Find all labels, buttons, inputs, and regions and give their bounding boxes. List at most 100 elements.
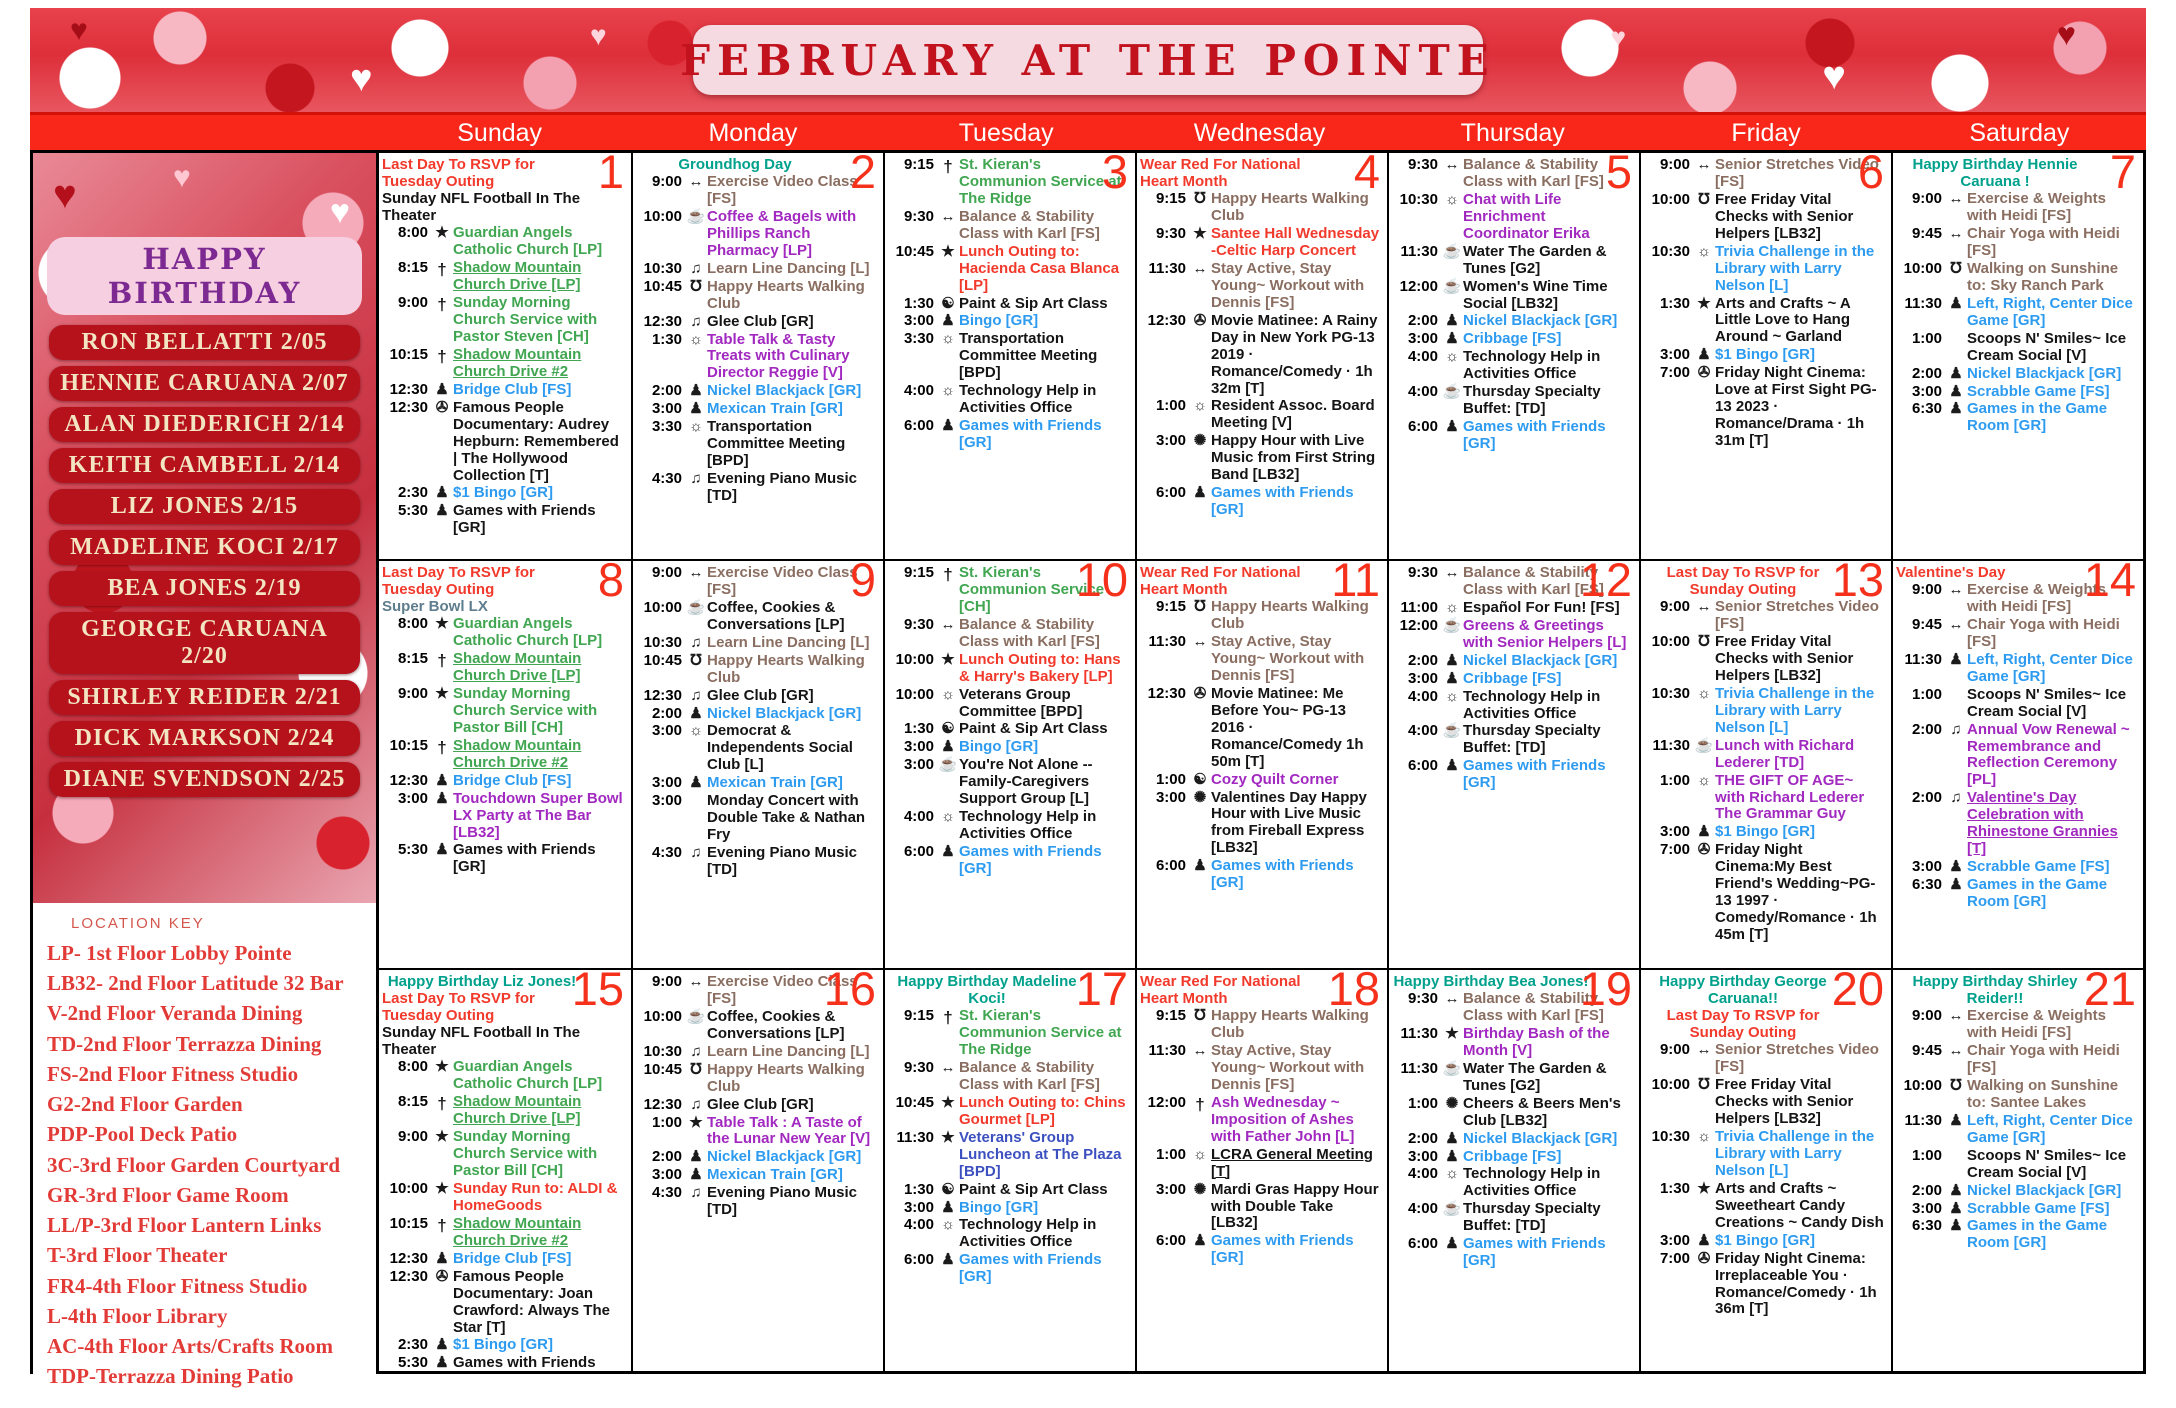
event-time: 5:30 [397, 841, 428, 859]
event-row: 2:00 ♟ Nickel Blackjack [GR] [1896, 1182, 2138, 1200]
event-title: Technology Help in Activities Office [959, 1216, 1097, 1251]
day-banner: Wear Red For National Heart Month [1140, 564, 1301, 599]
event-title: Bridge Club [FS] [453, 771, 572, 789]
day-header-tuesday: Tuesday [958, 119, 1054, 147]
heart-icon [70, 14, 88, 48]
event-time: 3:00 [651, 1166, 682, 1184]
event-title: Famous People Documentary: Joan Crawford… [453, 1267, 610, 1336]
event-row: 4:00 ☼ Technology Help in Activities Offic… [1392, 688, 1634, 723]
event-title: Left, Right, Center Dice Game [GR] [1967, 294, 2133, 329]
heart-icon [330, 193, 350, 232]
event-time: 3:00 [1407, 1147, 1438, 1165]
location-key-item: L-4th Floor Library [47, 1303, 228, 1328]
event-row: 7:00 ✇ Friday Night Cinema:My Best Friend'… [1644, 841, 1886, 944]
event-title: $1 Bingo [GR] [1715, 346, 1815, 364]
event-row: 11:30 ↔ Stay Active, Stay Young~ Workout w… [1140, 260, 1382, 312]
dumbbell-icon: ↔ [940, 615, 956, 633]
event-time: 1:30 [1659, 294, 1690, 312]
birthday-name: MADELINE KOCI 2/17 [49, 530, 360, 565]
art-palette-icon: ☯ [1193, 770, 1207, 788]
event-time: 8:00 [397, 224, 428, 242]
day-banner: Wear Red For National Heart Month [1140, 973, 1301, 1008]
event-row: 3:00 Monday Concert with Double Take & Na… [636, 792, 878, 844]
event-title: Balance & Stability Class with Karl [FS] [1463, 564, 1604, 598]
heart-icon [350, 58, 373, 101]
event-title: Exercise Video Class [FS] [707, 973, 858, 1007]
event-title: Chair Yoga with Heidi [FS] [1967, 225, 2120, 259]
event-time: 6:30 [1911, 1217, 1942, 1235]
event-row: 9:00 ↔ Senior Stretches Video [FS] [1644, 598, 1886, 633]
event-row: 9:15 † St. Kieran's Communion Service at T… [888, 156, 1130, 208]
event-row: 1:00 ★ Table Talk : A Taste of the Lunar N… [636, 1114, 878, 1149]
dumbbell-icon: ↔ [688, 973, 704, 990]
day-cell-9: 9 9:00 ↔ Exercise Video Class [FS] 10:00 ☕ Cof… [631, 559, 883, 968]
day-cell-10: 10 9:15 † St. Kieran's Communion Service [C… [883, 559, 1135, 968]
puzzle-piece-icon: ♟ [1697, 346, 1711, 364]
event-title: Games with Friends [GR] [453, 841, 596, 876]
event-row: 6:00 ♟ Games with Friends [GR] [1392, 1235, 1634, 1270]
event-time: 10:00 [643, 1007, 682, 1025]
event-title: Annual Vow Renewal ~ Remembrance and Ref… [1967, 720, 2130, 789]
event-row: 6:30 ♟ Games in the Game Room [GR] [1896, 876, 2138, 911]
event-title: $1 Bingo [GR] [453, 484, 553, 502]
event-title: Happy Hearts Walking Club [707, 651, 865, 686]
location-key-item: T-3rd Floor Theater [47, 1243, 228, 1268]
stethoscope-icon: ℧ [1698, 1076, 1710, 1094]
cross-icon: † [437, 260, 447, 280]
event-title: Famous People Documentary: Audrey Hepbur… [453, 398, 619, 484]
event-title: Shadow Mountain Church Drive [LP] [453, 1093, 582, 1128]
event-title: Trivia Challenge in the Library with Lar… [1715, 242, 1875, 294]
calendar-grid: 1 Last Day To RSVP for Tuesday Outing Sund… [379, 153, 2143, 1371]
event-title: Balance & Stability Class with Karl [FS] [1463, 156, 1604, 190]
event-time: 9:45 [1911, 1042, 1942, 1060]
star-icon: ★ [941, 1128, 955, 1146]
puzzle-piece-icon: ♟ [1697, 1231, 1711, 1249]
day-number: 15 [571, 968, 624, 1015]
star-icon: ★ [941, 242, 955, 260]
music-note-icon: ♫ [690, 1042, 702, 1060]
event-time: 9:00 [651, 564, 682, 581]
event-row: 4:00 ☕ Thursday Specialty Buffet: [TD] [1392, 1200, 1634, 1235]
event-time: 5:30 [397, 502, 428, 520]
weekday-header-spacer [30, 115, 373, 153]
puzzle-piece-icon: ♟ [1445, 757, 1459, 775]
event-row: 5:30 ♟Games with Friends [GR] [382, 1354, 626, 1371]
event-title: Shadow Mountain Church Drive [LP] [453, 650, 582, 685]
lightbulb-icon: ☼ [1697, 242, 1711, 260]
lightbulb-icon: ☼ [941, 382, 955, 400]
event-title: Thursday Specialty Buffet: [TD] [1463, 1200, 1601, 1235]
event-time: 3:00 [651, 722, 682, 740]
event-time: 9:30 [1407, 990, 1438, 1008]
event-time: 10:00 [895, 685, 934, 703]
event-title: Happy Hour with Live Music from First St… [1211, 432, 1376, 484]
event-row: 12:30 ✇ Movie Matinee: Me Before You~ PG-1… [1140, 685, 1382, 771]
event-title: Learn Line Dancing [L] [707, 633, 870, 651]
event-row: 12:30 ♟ Bridge Club [FS] [382, 381, 626, 399]
art-palette-icon: ☯ [941, 1180, 955, 1198]
stethoscope-icon: ℧ [1950, 1076, 1962, 1094]
dumbbell-icon: ↔ [1948, 1007, 1964, 1025]
event-title: $1 Bingo [GR] [453, 1336, 553, 1354]
puzzle-piece-icon: ♟ [689, 1166, 703, 1184]
day-banner: Last Day To RSVP for Tuesday Outing [382, 990, 535, 1025]
event-time: 10:45 [643, 277, 682, 295]
coffee-cup-icon: ☕ [1694, 736, 1714, 754]
birthday-name: KEITH CAMBELL 2/14 [49, 448, 360, 483]
stethoscope-icon: ℧ [1950, 259, 1962, 277]
puzzle-piece-icon: ♟ [689, 1148, 703, 1166]
event-row: 3:00 ♟ Scrabble Game [FS] [1896, 1200, 2138, 1218]
event-time: 9:30 [1407, 564, 1438, 581]
event-row: 3:00 ♟ Cribbage [FS] [1392, 1147, 1634, 1166]
event-row: 3:00 ♟ $1 Bingo [GR] [1644, 823, 1886, 841]
event-row: 10:15 † Shadow Mountain Church Drive #2 [382, 346, 626, 381]
location-key-item: AC-4th Floor Arts/Crafts Room [47, 1334, 333, 1359]
event-row: 10:00 ★ Sunday Run to: ALDI & HomeGoods [382, 1180, 626, 1215]
event-row: 4:00 ☼ Technology Help in Activities Offic… [1392, 1166, 1634, 1200]
day-header-friday: Friday [1731, 119, 1801, 147]
event-row: 10:00 ☕ Coffee & Bagels with Phillips Ranc… [636, 208, 878, 260]
event-title: Nickel Blackjack [GR] [1967, 364, 2122, 382]
event-row: 8:00 ★ Guardian Angels Catholic Church [LP… [382, 1059, 626, 1093]
event-row: 11:30 ♟ Left, Right, Center Dice Game [GR] [1896, 1112, 2138, 1147]
dumbbell-icon: ↔ [1948, 615, 1964, 633]
day-number: 2 [849, 153, 876, 198]
